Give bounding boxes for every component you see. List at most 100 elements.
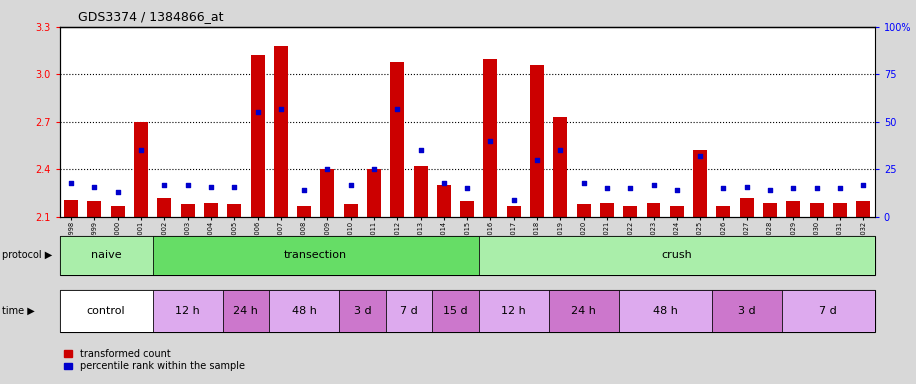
Text: 24 h: 24 h <box>234 306 258 316</box>
Point <box>297 187 311 194</box>
Point <box>460 185 474 192</box>
Point <box>670 187 684 194</box>
Bar <box>484 58 497 217</box>
Bar <box>134 122 148 217</box>
Bar <box>390 62 404 217</box>
Point <box>390 106 405 112</box>
Bar <box>670 206 683 217</box>
Bar <box>647 203 660 217</box>
Point <box>413 147 428 154</box>
Point <box>786 185 801 192</box>
Point <box>483 138 497 144</box>
Point <box>553 147 568 154</box>
Text: time ▶: time ▶ <box>2 306 35 316</box>
Bar <box>297 206 311 217</box>
Text: control: control <box>87 306 125 316</box>
Text: 3 d: 3 d <box>738 306 756 316</box>
Bar <box>60 290 153 332</box>
Bar <box>530 65 544 217</box>
Point <box>87 184 102 190</box>
Bar <box>618 290 712 332</box>
Text: protocol ▶: protocol ▶ <box>2 250 52 260</box>
Point <box>716 185 731 192</box>
Text: naive: naive <box>91 250 122 260</box>
Point <box>437 180 452 186</box>
Bar <box>479 236 875 275</box>
Bar <box>623 206 638 217</box>
Bar <box>269 290 339 332</box>
Bar <box>321 169 334 217</box>
Bar <box>763 203 777 217</box>
Bar <box>227 204 241 217</box>
Point <box>64 180 79 186</box>
Bar <box>414 166 428 217</box>
Bar <box>810 203 823 217</box>
Bar <box>856 201 870 217</box>
Bar <box>153 290 223 332</box>
Point <box>529 157 544 163</box>
Text: transection: transection <box>284 250 347 260</box>
Bar <box>833 203 846 217</box>
Point <box>507 197 521 203</box>
Bar <box>339 290 386 332</box>
Bar <box>64 200 78 217</box>
Text: 48 h: 48 h <box>653 306 678 316</box>
Bar <box>460 201 474 217</box>
Bar <box>740 198 754 217</box>
Text: 48 h: 48 h <box>291 306 317 316</box>
Point <box>623 185 638 192</box>
Legend: transformed count, percentile rank within the sample: transformed count, percentile rank withi… <box>64 349 245 371</box>
Bar <box>153 236 479 275</box>
Text: 7 d: 7 d <box>819 306 837 316</box>
Bar <box>716 206 730 217</box>
Point <box>274 106 289 112</box>
Point <box>809 185 823 192</box>
Bar <box>158 198 171 217</box>
Text: 12 h: 12 h <box>501 306 526 316</box>
Bar <box>549 290 618 332</box>
Point <box>600 185 615 192</box>
Bar <box>693 151 707 217</box>
Point <box>763 187 778 194</box>
Point <box>157 182 171 188</box>
Point <box>833 185 847 192</box>
Text: 15 d: 15 d <box>443 306 468 316</box>
Text: GDS3374 / 1384866_at: GDS3374 / 1384866_at <box>78 10 224 23</box>
Point <box>203 184 218 190</box>
Bar <box>251 55 265 217</box>
Point <box>576 180 591 186</box>
Bar <box>180 204 194 217</box>
Point <box>180 182 195 188</box>
Bar <box>577 204 591 217</box>
Point <box>111 189 125 195</box>
Point <box>739 184 754 190</box>
Point <box>692 153 707 159</box>
Bar <box>432 290 479 332</box>
Bar <box>60 236 153 275</box>
Bar <box>204 203 218 217</box>
Bar <box>223 290 269 332</box>
Point <box>134 147 148 154</box>
Point <box>250 109 265 116</box>
Bar <box>712 290 781 332</box>
Point <box>366 166 381 172</box>
Point <box>856 182 870 188</box>
Bar <box>600 203 614 217</box>
Point <box>646 182 660 188</box>
Text: crush: crush <box>661 250 692 260</box>
Text: 24 h: 24 h <box>572 306 596 316</box>
Bar <box>274 46 288 217</box>
Bar <box>344 204 357 217</box>
Bar <box>367 169 381 217</box>
Text: 3 d: 3 d <box>354 306 371 316</box>
Bar <box>88 201 102 217</box>
Point <box>227 184 242 190</box>
Bar <box>111 206 125 217</box>
Bar <box>479 290 549 332</box>
Text: 7 d: 7 d <box>400 306 418 316</box>
Bar <box>507 206 520 217</box>
Bar <box>386 290 432 332</box>
Text: 12 h: 12 h <box>175 306 200 316</box>
Point <box>320 166 334 172</box>
Bar <box>786 201 801 217</box>
